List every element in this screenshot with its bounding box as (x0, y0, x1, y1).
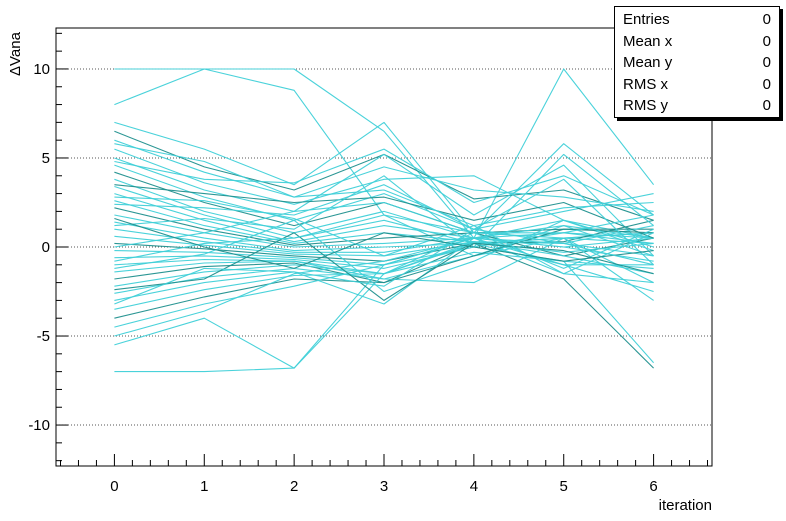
x-tick-label: 2 (290, 478, 298, 495)
series-line (114, 164, 654, 230)
series-line (114, 232, 654, 301)
y-tick-label: -10 (28, 417, 50, 434)
y-tick-label: 10 (33, 61, 50, 78)
y-tick-label: 0 (42, 239, 50, 256)
stats-value: 0 (762, 32, 771, 50)
series-line (114, 225, 654, 257)
series-line (114, 214, 654, 262)
series-line (114, 153, 654, 248)
series-line (114, 178, 654, 266)
y-tick-label: 5 (42, 150, 50, 167)
stats-label: Mean x (623, 32, 673, 50)
series-line (114, 143, 654, 227)
x-tick-label: 5 (560, 478, 568, 495)
series-line (114, 148, 654, 216)
series-line (114, 121, 654, 234)
stats-label: Mean y (623, 54, 673, 72)
stats-row-rms-y: RMS y 0 (623, 95, 771, 117)
series-line (114, 184, 654, 239)
y-tick-label: -5 (37, 328, 50, 345)
y-axis-label: ΔVana (7, 31, 24, 76)
grid-lines (56, 68, 712, 426)
series-line (114, 219, 654, 293)
stats-row-rms-x: RMS x 0 (623, 74, 771, 96)
series-line (114, 228, 654, 369)
axes: 0 1 2 3 4 5 6 -10 -5 0 5 10 (28, 32, 709, 495)
stats-label: Entries (623, 11, 670, 29)
x-tick-label: 1 (200, 478, 208, 495)
stats-value: 0 (762, 75, 771, 93)
series-line (114, 139, 654, 212)
series-lines (114, 68, 655, 373)
series-line (114, 237, 654, 373)
stats-label: RMS y (623, 97, 668, 115)
x-axis-label: iteration (659, 497, 712, 514)
series-line (114, 196, 654, 275)
series-line (114, 228, 654, 319)
series-line (114, 217, 654, 269)
stats-row-mean-x: Mean x 0 (623, 31, 771, 53)
x-tick-label: 4 (470, 478, 478, 495)
stats-row-mean-y: Mean y 0 (623, 52, 771, 74)
x-tick-label: 6 (649, 478, 657, 495)
stats-row-entries: Entries 0 (623, 9, 771, 31)
series-line (114, 153, 654, 257)
x-tick-label: 3 (380, 478, 388, 495)
series-line (114, 201, 654, 284)
stats-box: Entries 0 Mean x 0 Mean y 0 RMS x 0 RMS … (614, 6, 780, 118)
stats-value: 0 (762, 97, 771, 115)
stats-label: RMS x (623, 75, 668, 93)
stats-value: 0 (762, 54, 771, 72)
stats-value: 0 (762, 11, 771, 29)
series-line (114, 228, 654, 305)
x-tick-label: 0 (110, 478, 118, 495)
